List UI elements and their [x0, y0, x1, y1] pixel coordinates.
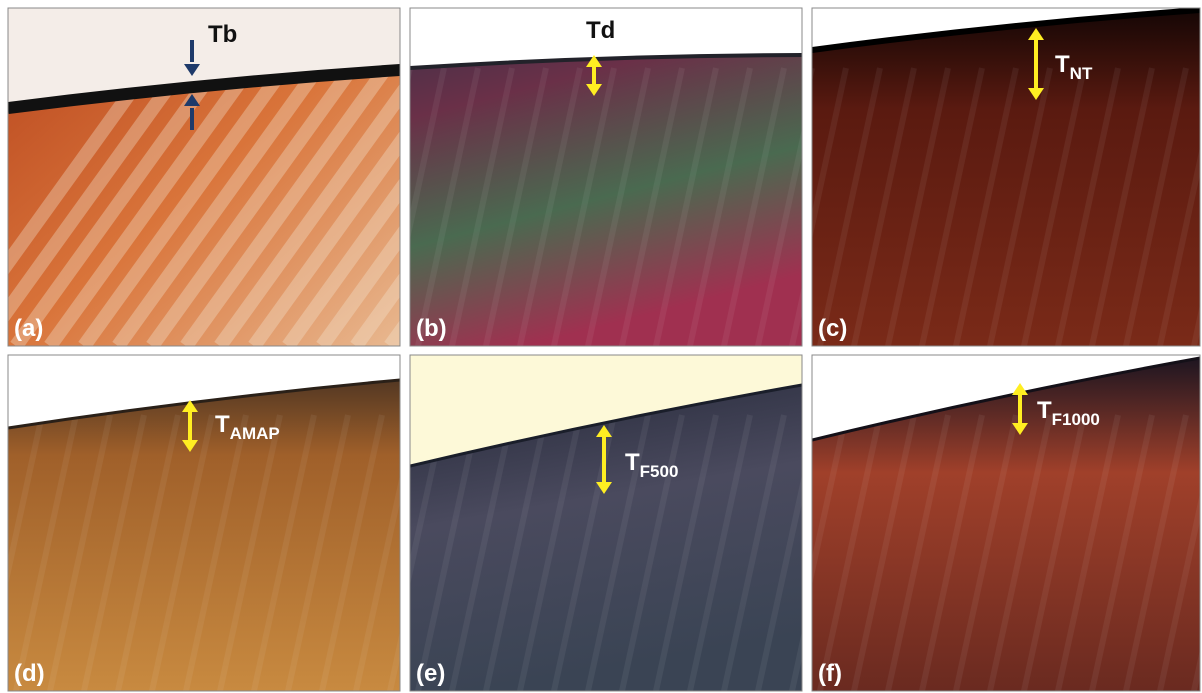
panel: TNT (c)	[752, 8, 1202, 346]
micrograph	[812, 8, 1200, 346]
panel-label: (c)	[818, 315, 847, 342]
figure: Tb(a)Td(b)TNT(c)TAMAP(d)TF500(e)TF1000(f…	[0, 0, 1202, 693]
panel: TF500 (e)	[350, 355, 852, 691]
panel: TF1000 (f)	[752, 355, 1202, 691]
panel: TAMAP (d)	[0, 355, 450, 691]
panel-label: (d)	[14, 660, 45, 687]
thickness-symbol: Td	[586, 17, 615, 44]
panel-label: (e)	[416, 660, 445, 687]
thickness-symbol: T	[1037, 397, 1052, 424]
thickness-subscript: NT	[1070, 64, 1093, 83]
texture-stripe	[0, 415, 8, 691]
panel-label: (a)	[14, 315, 43, 342]
thickness-symbol: T	[1055, 51, 1070, 78]
thickness-label: Td	[586, 17, 615, 44]
thickness-subscript: AMAP	[230, 424, 280, 443]
thickness-label: Tb	[208, 21, 237, 48]
thickness-subscript: F1000	[1052, 410, 1100, 429]
thickness-symbol: T	[215, 411, 230, 438]
thickness-symbol: T	[625, 449, 640, 476]
thickness-subscript: F500	[640, 462, 679, 481]
panel-label: (b)	[416, 315, 447, 342]
panel: Td (b)	[350, 8, 852, 346]
thickness-symbol: Tb	[208, 21, 237, 48]
panel-label: (f)	[818, 660, 842, 687]
